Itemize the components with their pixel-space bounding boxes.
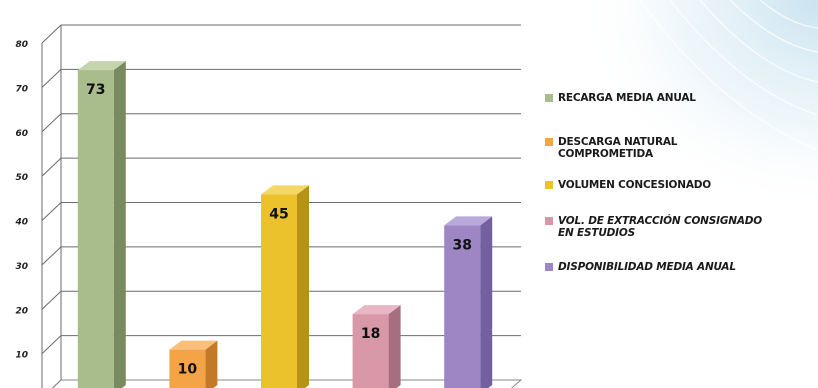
data-labels: 73 10 45 18 38: [86, 82, 472, 378]
y-tick-label: 30: [15, 262, 28, 272]
legend-item: VOLUMEN CONCESIONADO: [545, 179, 711, 191]
legend-item: DISPONIBILIDAD MEDIA ANUAL: [545, 261, 736, 273]
bar-top: [352, 305, 401, 315]
data-label: 10: [178, 362, 198, 378]
legend-label: DISPONIBILIDAD MEDIA ANUAL: [558, 261, 736, 273]
chart-floor: [51, 379, 523, 388]
bar: [261, 185, 309, 388]
bar-side: [113, 61, 126, 388]
y-tick-label: 60: [15, 129, 28, 139]
bar: [77, 61, 126, 388]
bar-top: [261, 185, 309, 195]
y-tick-label: 10: [15, 351, 28, 361]
y-tick-label: 20: [15, 306, 28, 316]
y-tick-label: 80: [15, 40, 28, 50]
legend-swatch: [545, 217, 553, 225]
data-label: 18: [361, 326, 380, 342]
bar-front: [261, 194, 297, 388]
bar-front: [444, 225, 481, 388]
legend-item: VOL. DE EXTRACCIÓN CONSIGNADO EN ESTUDIO…: [545, 215, 762, 239]
legend-label: DESCARGA NATURAL COMPROMETIDA: [558, 136, 678, 160]
gridline-depth: [41, 157, 62, 177]
bar-front: [169, 349, 206, 388]
bar-side: [297, 185, 309, 388]
legend-swatch: [545, 181, 553, 189]
gridline-depth: [41, 69, 62, 88]
bar: [169, 340, 218, 388]
legend-label: RECARGA MEDIA ANUAL: [558, 92, 696, 104]
y-axis-ticks: 01020304050607080: [14, 40, 28, 361]
bar: [352, 305, 401, 388]
bar-front: [352, 314, 389, 388]
legend-label: VOLUMEN CONCESIONADO: [558, 179, 712, 191]
gridline-depth: [41, 113, 62, 133]
y-tick-label: 50: [15, 173, 28, 183]
gridline-depth: [41, 202, 62, 221]
chart-bars: [77, 61, 493, 388]
bar-top: [169, 340, 218, 350]
y-tick-label: 40: [14, 218, 28, 228]
bar-top: [77, 61, 126, 71]
data-label: 45: [269, 206, 288, 222]
legend-swatch: [545, 94, 553, 102]
bar-side: [205, 340, 218, 388]
y-tick-label: 70: [15, 84, 28, 94]
gridline-depth: [41, 24, 62, 44]
bar: [444, 216, 493, 388]
bar-side: [388, 305, 401, 388]
gridline-depth: [41, 335, 62, 354]
bar-front: [77, 70, 114, 388]
gridline-depth: [41, 246, 62, 266]
bar-side: [480, 216, 493, 388]
data-label: 38: [452, 237, 471, 253]
legend-swatch: [545, 263, 553, 271]
gridline-depth: [41, 290, 62, 310]
legend-item: DESCARGA NATURAL COMPROMETIDA: [545, 136, 677, 160]
data-label: 73: [86, 82, 105, 98]
legend-label: VOL. DE EXTRACCIÓN CONSIGNADO EN ESTUDIO…: [558, 215, 763, 239]
legend-swatch: [545, 138, 553, 146]
legend-item: RECARGA MEDIA ANUAL: [545, 92, 696, 104]
gridline-depth: [51, 379, 62, 388]
bar-top: [444, 216, 493, 226]
